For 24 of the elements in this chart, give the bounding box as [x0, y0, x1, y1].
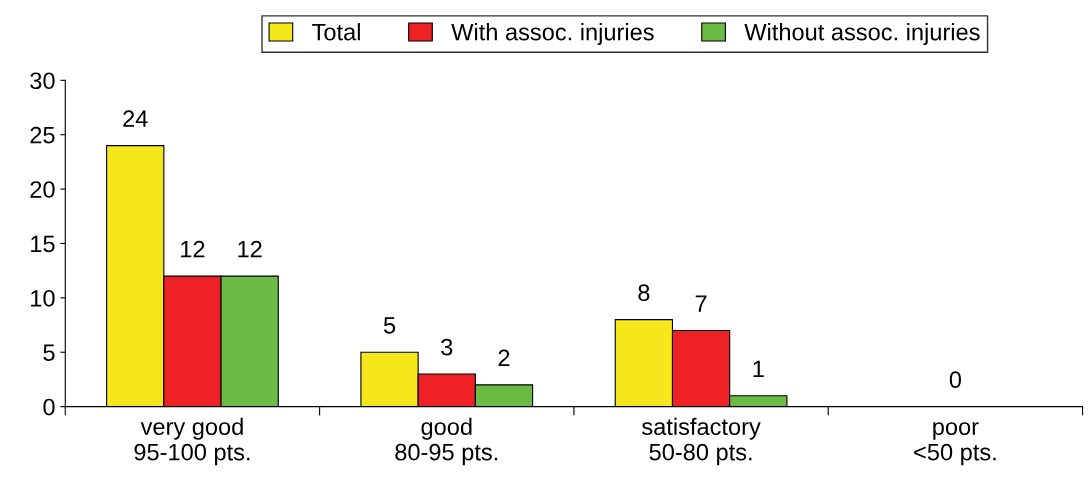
data-label: 12 [181, 240, 205, 258]
y-tick-label: 0 [43, 398, 55, 416]
data-label: 8 [638, 284, 650, 302]
data-label: 12 [238, 240, 262, 258]
data-label: 24 [123, 110, 148, 127]
x-tick-label: good 80-95 pts. [395, 417, 498, 466]
data-label: 5 [383, 317, 396, 334]
data-label: 2 [498, 349, 510, 367]
x-tick-label: satisfactory 50-80 pts. [642, 417, 761, 466]
y-tick-label: 10 [31, 289, 55, 307]
x-tick-label: very good 95-100 pts. [134, 417, 250, 466]
y-tick-label: 20 [30, 181, 55, 198]
data-label: 7 [695, 295, 707, 312]
data-label: 3 [441, 338, 453, 356]
y-tick-label: 25 [30, 126, 55, 144]
y-tick-label: 5 [43, 344, 55, 362]
y-tick-label: 30 [30, 72, 55, 90]
legend-label: With assoc. injuries [451, 23, 654, 46]
x-tick-label: poor <50 pts. [914, 422, 996, 466]
legend-label: Total [312, 23, 360, 41]
data-label: 1 [753, 360, 764, 377]
data-label: 0 [949, 371, 962, 389]
legend-label: Without assoc. injuries [744, 23, 980, 46]
y-tick-label: 15 [31, 235, 55, 253]
